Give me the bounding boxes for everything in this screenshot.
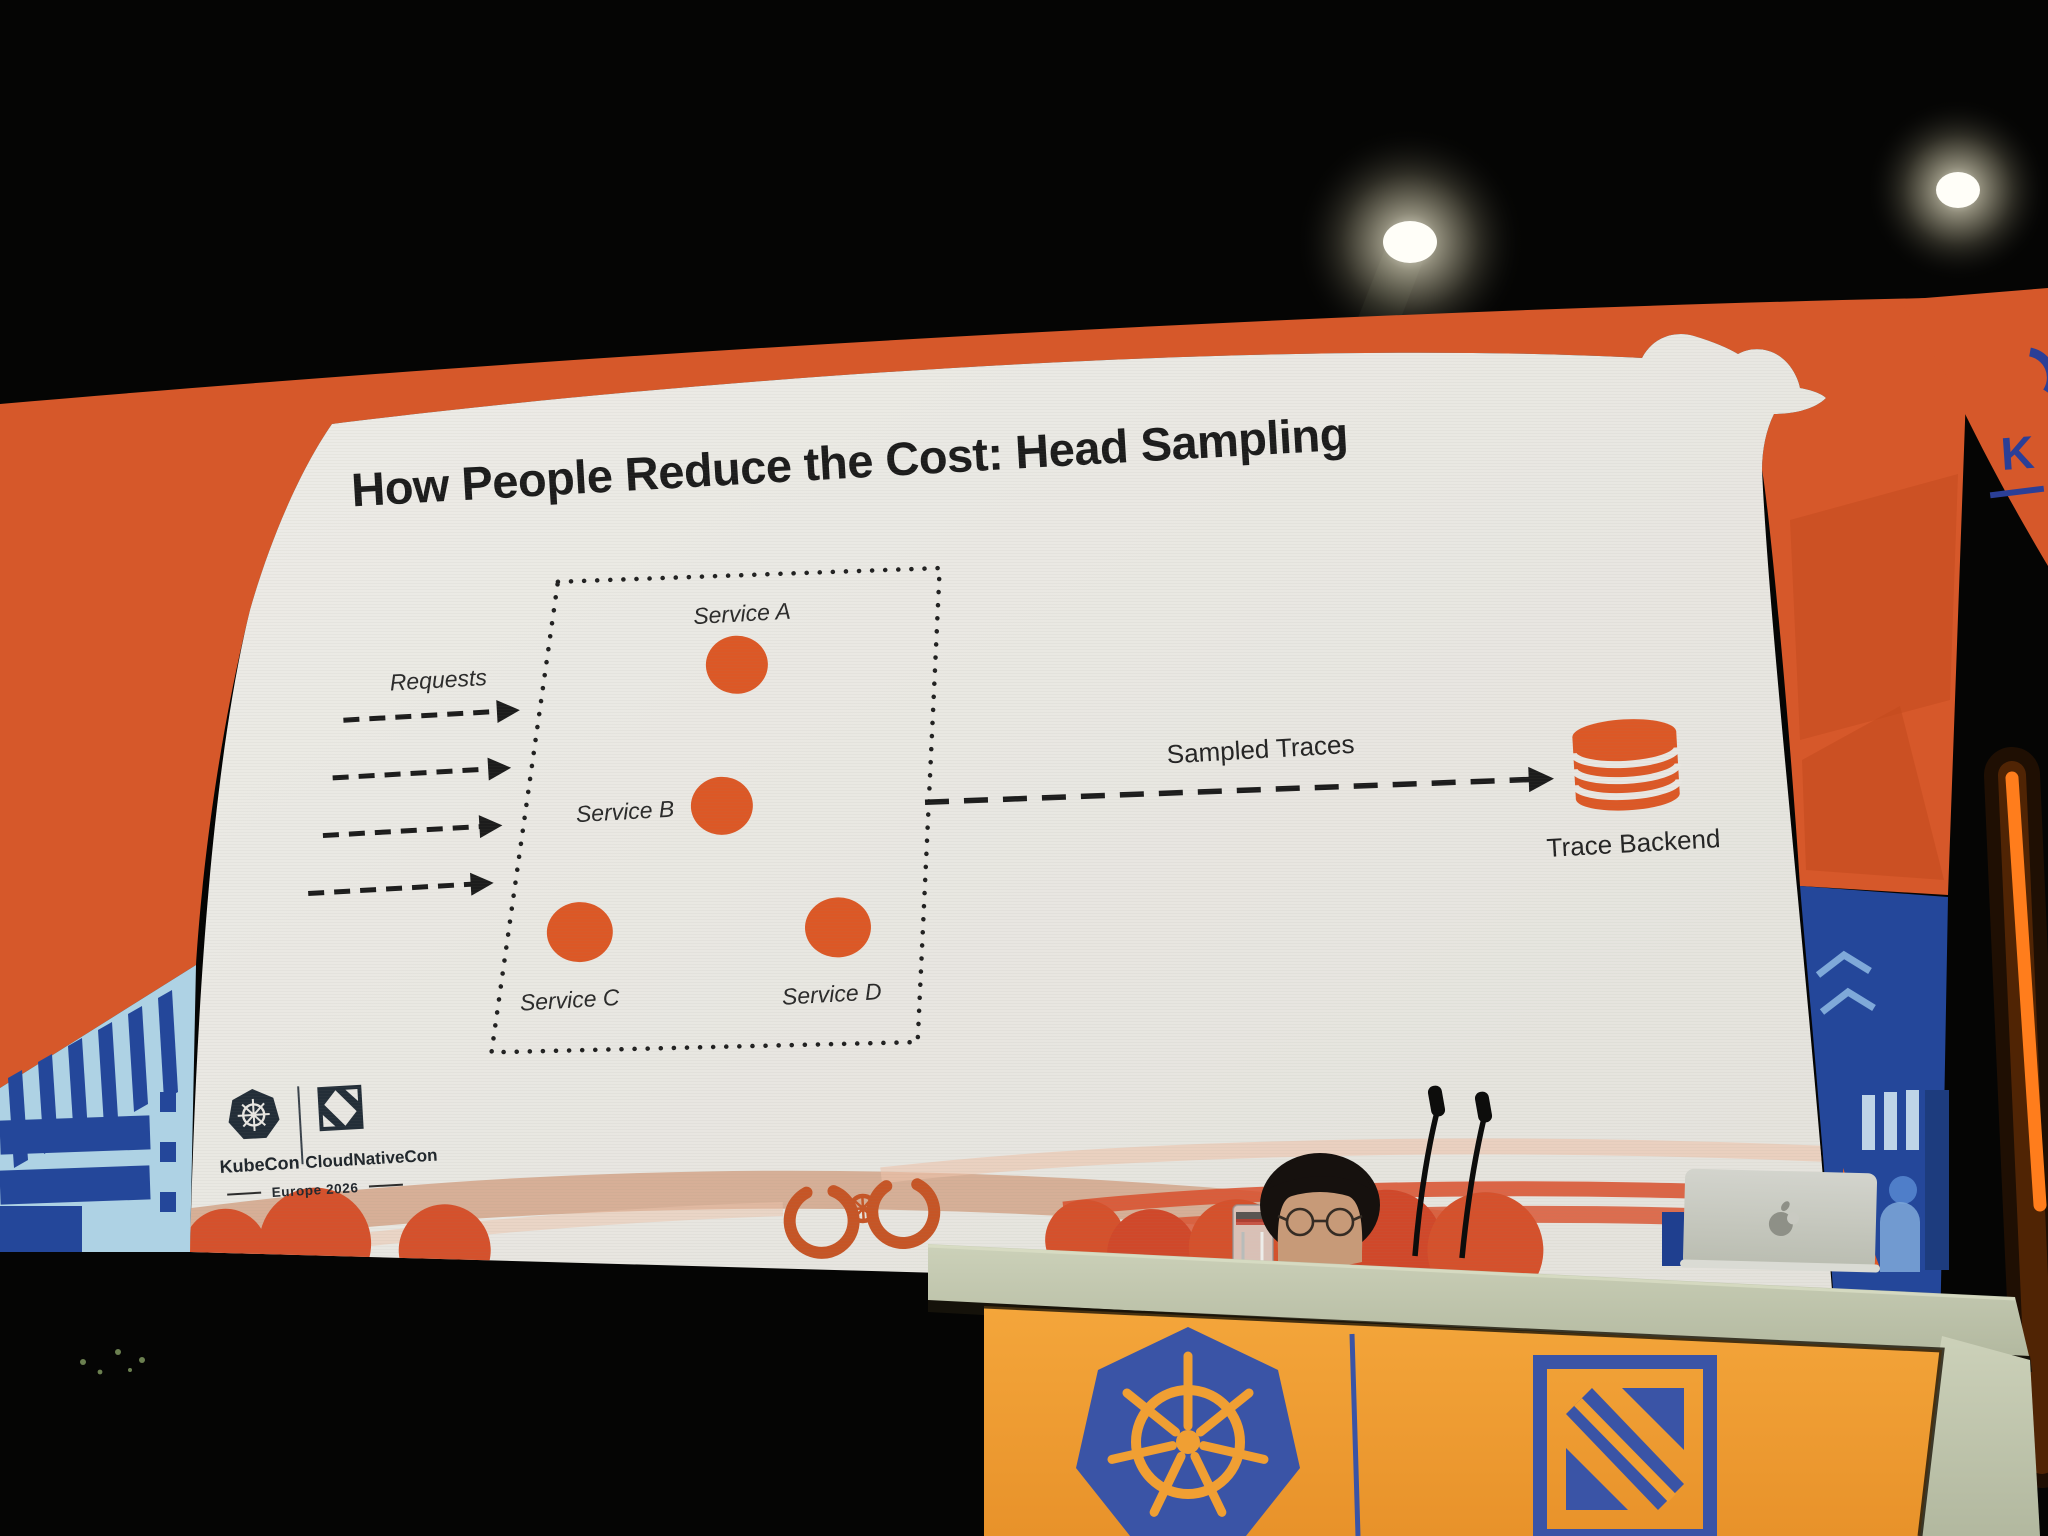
cncf-icon bbox=[1533, 1355, 1717, 1536]
city-buildings-left bbox=[0, 965, 196, 1252]
podium bbox=[927, 1244, 2040, 1536]
microphone bbox=[1459, 1117, 1487, 1259]
stage-light-core bbox=[1936, 172, 1980, 208]
screen-texture bbox=[190, 334, 1838, 1298]
column-shape bbox=[1802, 706, 1944, 880]
podium-side-frame bbox=[1908, 1336, 2040, 1536]
banner-partial-text: K bbox=[1999, 426, 2036, 480]
stage-led-dots bbox=[80, 1349, 145, 1375]
speaker-face bbox=[1277, 1192, 1363, 1267]
orange-banner-right bbox=[1900, 288, 2048, 566]
laptop bbox=[1662, 1168, 1880, 1273]
speaker bbox=[1260, 1153, 1380, 1267]
banner-divider-dash bbox=[1989, 485, 2045, 499]
apple-logo bbox=[1768, 1201, 1800, 1237]
speaker-glasses bbox=[1277, 1207, 1363, 1237]
banner-logo-edge bbox=[2028, 347, 2048, 393]
banner-divider bbox=[1349, 1333, 1361, 1536]
stage-light-core bbox=[1383, 221, 1437, 263]
kubernetes-wheel-icon bbox=[1076, 1327, 1300, 1536]
microphones bbox=[1412, 1085, 1493, 1259]
podium-desk bbox=[928, 1244, 2030, 1360]
column-shape bbox=[1790, 474, 1958, 740]
slide-content-clip: How People Reduce the Cost: Head Samplin… bbox=[190, 334, 1838, 1298]
led-strip bbox=[1984, 747, 2048, 1488]
microphone bbox=[1412, 1111, 1440, 1257]
notebook bbox=[1662, 1212, 1684, 1266]
